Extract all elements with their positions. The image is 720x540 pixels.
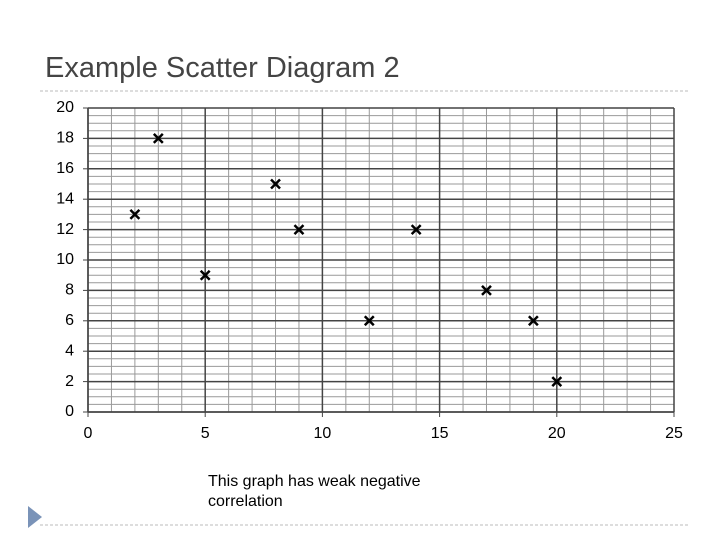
data-point (199, 269, 211, 281)
data-point (481, 285, 492, 296)
data-point (270, 178, 281, 190)
y-tick-label: 2 (65, 373, 74, 390)
y-tick-label: 16 (56, 160, 74, 177)
data-point (551, 376, 563, 387)
y-tick-label: 0 (65, 403, 74, 420)
y-tick-label: 6 (65, 312, 74, 329)
data-point (293, 224, 305, 235)
data-point (152, 133, 164, 144)
y-tick-label: 8 (65, 282, 74, 299)
y-tick-label: 18 (56, 130, 74, 147)
y-tick-label: 10 (56, 251, 74, 268)
bullet (28, 506, 42, 528)
x-tick-label: 20 (548, 425, 566, 442)
data-point (410, 224, 422, 235)
data-point (363, 315, 375, 327)
data-point (527, 315, 539, 327)
x-tick-label: 5 (201, 425, 210, 442)
x-tick-label: 15 (431, 425, 449, 442)
y-tick-label: 20 (56, 99, 74, 116)
y-tick-label: 12 (56, 221, 74, 238)
x-tick-label: 0 (84, 425, 93, 442)
x-tick-label: 25 (665, 425, 683, 442)
x-tick-label: 10 (314, 425, 332, 442)
annotation: This graph has weak negative correlation (208, 473, 421, 510)
y-tick-label: 14 (56, 190, 74, 207)
y-tick-label: 4 (65, 342, 74, 359)
chart-title: Example Scatter Diagram 2 (45, 52, 400, 84)
data-point (129, 209, 141, 220)
